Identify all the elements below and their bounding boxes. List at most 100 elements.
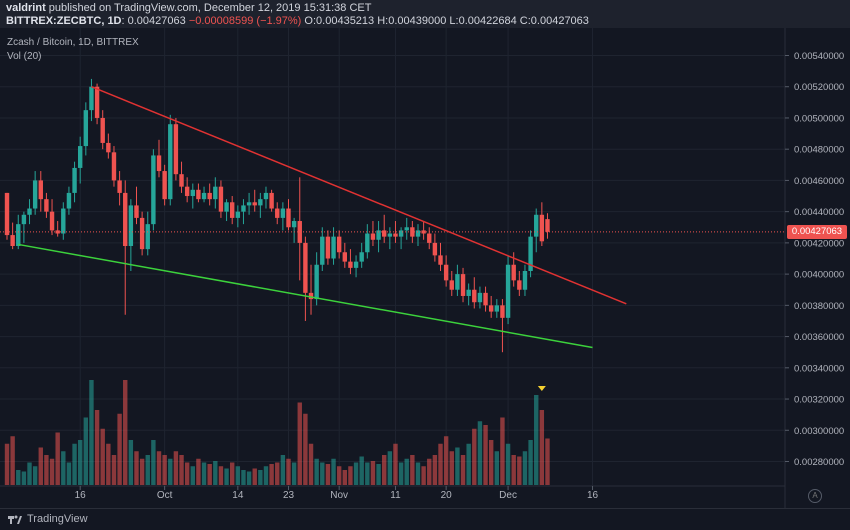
candle[interactable] (263, 192, 269, 200)
candle[interactable] (241, 205, 246, 212)
candle[interactable] (443, 264, 449, 281)
candle[interactable] (151, 155, 156, 225)
candle[interactable] (370, 233, 376, 240)
candle[interactable] (517, 280, 522, 290)
candle[interactable] (190, 189, 195, 197)
candle[interactable] (432, 242, 438, 256)
candle[interactable] (196, 189, 201, 200)
candle[interactable] (320, 236, 325, 265)
candle[interactable] (325, 236, 331, 259)
candle[interactable] (534, 214, 539, 237)
candle[interactable] (500, 305, 505, 318)
candle[interactable] (522, 270, 528, 290)
candle[interactable] (427, 233, 432, 243)
gear-icon[interactable]: A (808, 489, 822, 503)
candle[interactable] (66, 192, 72, 209)
candle[interactable] (545, 219, 550, 232)
candle[interactable] (398, 230, 404, 237)
candle[interactable] (32, 180, 38, 209)
candle[interactable] (218, 186, 224, 212)
candle[interactable] (280, 208, 286, 218)
support-trendline[interactable] (18, 243, 593, 349)
candle[interactable] (303, 242, 308, 293)
candle[interactable] (359, 252, 364, 262)
candle[interactable] (342, 252, 347, 262)
candle[interactable] (387, 233, 393, 237)
candle[interactable] (89, 86, 94, 111)
candlestick-chart[interactable]: 0.00540000 0.00520000 0.00500000 0.00480000… (0, 28, 850, 508)
candle[interactable] (505, 264, 511, 318)
candle[interactable] (528, 236, 533, 271)
candle[interactable] (94, 86, 100, 118)
candle[interactable] (252, 202, 257, 206)
candle[interactable] (123, 192, 128, 247)
candle[interactable] (477, 292, 483, 303)
candle[interactable] (173, 124, 179, 175)
candle[interactable] (134, 205, 139, 218)
candle[interactable] (117, 180, 122, 193)
candle[interactable] (106, 142, 111, 153)
candle[interactable] (449, 280, 454, 290)
candle[interactable] (494, 305, 500, 312)
price-axis[interactable] (785, 28, 850, 508)
candle[interactable] (77, 146, 83, 168)
candle[interactable] (27, 208, 32, 215)
candle[interactable] (297, 221, 302, 243)
candle[interactable] (258, 199, 263, 206)
candle[interactable] (224, 202, 229, 212)
candle[interactable] (291, 221, 297, 228)
candle[interactable] (472, 289, 477, 303)
candle[interactable] (365, 233, 370, 253)
candle[interactable] (162, 171, 167, 200)
candle[interactable] (111, 152, 117, 181)
candle[interactable] (156, 155, 162, 172)
candle[interactable] (382, 230, 387, 237)
candle[interactable] (100, 117, 105, 143)
candle[interactable] (308, 292, 314, 300)
candle[interactable] (10, 235, 15, 247)
candle[interactable] (275, 208, 280, 218)
candle[interactable] (415, 230, 421, 237)
candle[interactable] (145, 224, 150, 250)
candle[interactable] (314, 264, 319, 300)
candle[interactable] (49, 211, 55, 231)
candle[interactable] (539, 214, 545, 242)
candle[interactable] (353, 261, 359, 268)
candle[interactable] (483, 292, 488, 306)
candle[interactable] (348, 261, 353, 268)
candle[interactable] (488, 305, 494, 312)
candle[interactable] (213, 186, 218, 200)
candle[interactable] (38, 180, 43, 200)
candle[interactable] (168, 124, 173, 200)
candle[interactable] (184, 186, 190, 197)
candle[interactable] (83, 110, 89, 147)
candle[interactable] (410, 227, 415, 237)
candle[interactable] (16, 224, 21, 247)
candle[interactable] (404, 227, 409, 231)
candle[interactable] (455, 274, 460, 290)
candle[interactable] (235, 211, 241, 218)
candle[interactable] (438, 255, 443, 265)
candle[interactable] (466, 289, 471, 296)
candle[interactable] (201, 192, 207, 200)
candle[interactable] (44, 199, 49, 212)
volume-indicator-label[interactable]: Vol (20) (7, 51, 42, 62)
candle[interactable] (179, 174, 184, 187)
candle[interactable] (230, 202, 235, 218)
candle[interactable] (511, 264, 516, 281)
candle[interactable] (61, 208, 66, 234)
candle[interactable] (4, 192, 10, 236)
candle[interactable] (246, 202, 252, 206)
candle[interactable] (269, 192, 274, 209)
candle[interactable] (21, 214, 27, 225)
chart-area[interactable]: 0.00540000 0.00520000 0.00500000 0.00480000… (0, 28, 850, 508)
candle[interactable] (336, 236, 342, 253)
candle[interactable] (376, 230, 381, 240)
candle[interactable] (128, 205, 134, 247)
candle[interactable] (331, 236, 336, 259)
candle[interactable] (139, 217, 145, 250)
candle[interactable] (393, 233, 398, 237)
author-name[interactable]: valdrint (6, 2, 46, 14)
candle[interactable] (72, 167, 77, 193)
candle[interactable] (460, 274, 466, 296)
